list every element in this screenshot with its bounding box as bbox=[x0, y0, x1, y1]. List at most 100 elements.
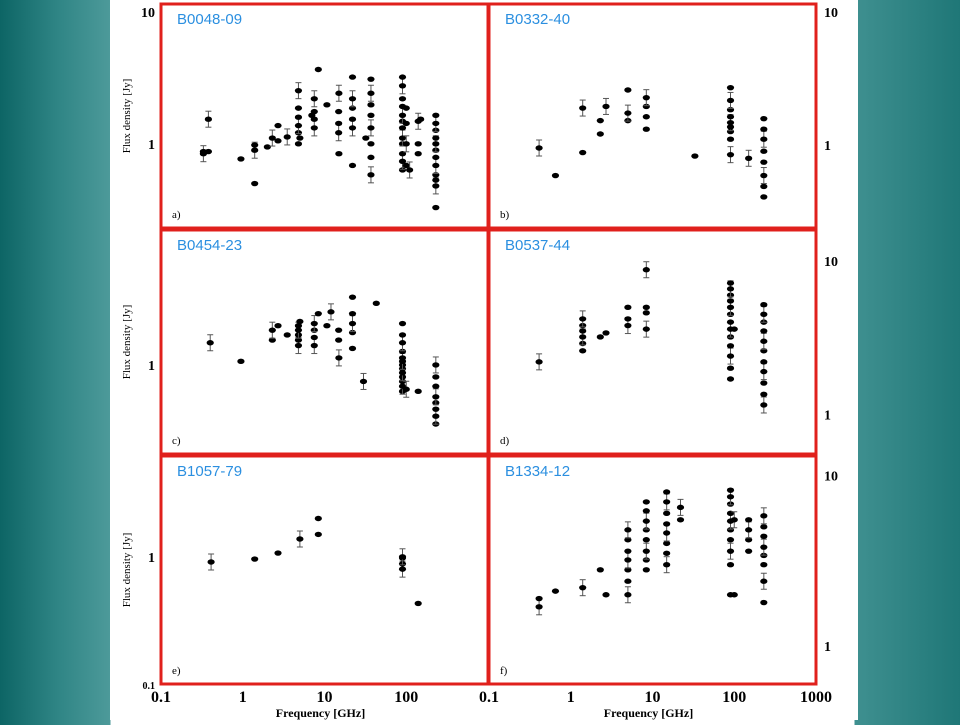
data-point bbox=[398, 566, 407, 572]
panel-title: B0332-40 bbox=[505, 11, 570, 28]
data-point bbox=[268, 337, 276, 343]
data-point bbox=[398, 74, 407, 80]
data-point bbox=[624, 567, 632, 573]
data-point bbox=[432, 162, 440, 169]
data-point bbox=[294, 114, 303, 120]
x-tick-label: 1 bbox=[239, 689, 247, 706]
data-point bbox=[596, 131, 604, 137]
data-point bbox=[372, 300, 380, 307]
data-point bbox=[760, 513, 768, 519]
data-point bbox=[642, 518, 650, 524]
data-point bbox=[642, 267, 650, 273]
data-point bbox=[726, 280, 735, 286]
data-point bbox=[760, 599, 768, 606]
y-tick-label: 1 bbox=[824, 139, 831, 154]
data-point bbox=[359, 378, 368, 385]
data-point bbox=[726, 304, 735, 311]
data-point bbox=[624, 527, 632, 533]
data-point bbox=[663, 561, 671, 568]
data-point bbox=[367, 141, 375, 147]
data-point bbox=[204, 116, 212, 122]
data-point bbox=[335, 130, 343, 136]
data-point bbox=[760, 578, 768, 584]
data-point bbox=[398, 340, 407, 346]
data-point bbox=[199, 148, 207, 155]
data-point bbox=[204, 148, 212, 155]
data-point bbox=[268, 327, 276, 333]
y-tick-label: 0.1 bbox=[143, 681, 156, 692]
panel-frame bbox=[487, 228, 818, 456]
data-point bbox=[398, 96, 407, 102]
data-point bbox=[398, 355, 407, 361]
data-point bbox=[348, 116, 357, 122]
panel-letter: c) bbox=[172, 435, 181, 447]
data-point bbox=[251, 147, 259, 153]
data-point bbox=[726, 136, 735, 142]
data-point bbox=[237, 358, 245, 365]
data-point bbox=[730, 326, 738, 332]
panel-e: B1057-79 e) 1 0.1 Flux density [Jy] bbox=[121, 454, 490, 692]
data-point bbox=[642, 304, 650, 311]
data-point bbox=[726, 124, 735, 130]
data-point bbox=[335, 337, 343, 343]
data-point bbox=[294, 342, 303, 349]
data-point bbox=[398, 167, 407, 173]
data-point bbox=[207, 559, 215, 565]
data-point bbox=[745, 548, 753, 554]
y-tick-label: 1 bbox=[824, 408, 831, 423]
data-point bbox=[726, 286, 735, 292]
data-point bbox=[760, 561, 768, 568]
data-point bbox=[432, 413, 440, 419]
x-tick-label: 1 bbox=[567, 689, 575, 706]
data-point bbox=[310, 108, 318, 115]
data-point bbox=[398, 158, 407, 164]
panel-title: B0537-44 bbox=[505, 237, 570, 254]
data-point bbox=[335, 150, 343, 157]
y-tick-label: 1 bbox=[148, 138, 155, 153]
data-point bbox=[726, 527, 735, 533]
y-tick-label: 1 bbox=[148, 359, 155, 374]
data-point bbox=[602, 592, 610, 598]
data-point bbox=[367, 154, 375, 161]
data-point bbox=[362, 135, 370, 141]
data-point bbox=[726, 84, 735, 91]
data-point bbox=[314, 531, 322, 538]
data-point bbox=[310, 96, 318, 102]
data-point bbox=[414, 600, 422, 607]
data-point bbox=[760, 136, 768, 142]
panel-letter: f) bbox=[500, 665, 508, 677]
data-point bbox=[579, 316, 587, 322]
data-point bbox=[367, 125, 375, 131]
data-point bbox=[274, 138, 282, 144]
data-point bbox=[398, 378, 407, 385]
data-point bbox=[726, 343, 735, 349]
data-point bbox=[579, 149, 587, 156]
x-tick-label: 0.1 bbox=[151, 689, 171, 706]
data-point bbox=[760, 115, 768, 122]
data-point bbox=[323, 323, 331, 329]
data-point bbox=[760, 328, 768, 334]
y-tick-label: 10 bbox=[141, 6, 155, 21]
data-point bbox=[760, 126, 768, 132]
data-point bbox=[310, 334, 318, 341]
data-point bbox=[642, 508, 650, 514]
data-point bbox=[417, 116, 425, 122]
data-point bbox=[367, 172, 375, 178]
data-point bbox=[760, 402, 768, 408]
data-point bbox=[406, 167, 414, 173]
data-point bbox=[726, 487, 735, 493]
data-point bbox=[642, 326, 650, 332]
data-point bbox=[402, 141, 410, 147]
data-point bbox=[327, 309, 335, 315]
data-point bbox=[402, 120, 410, 127]
data-point bbox=[730, 517, 738, 523]
data-point bbox=[596, 567, 604, 573]
data-point bbox=[760, 311, 768, 318]
panel-c: B0454-23 c) 1 Flux density [Jy] bbox=[121, 228, 490, 456]
data-point bbox=[294, 105, 303, 111]
data-point bbox=[624, 537, 632, 543]
data-point bbox=[398, 554, 407, 560]
data-point bbox=[348, 294, 357, 300]
data-point bbox=[642, 537, 650, 543]
panel-title: B0454-23 bbox=[177, 237, 242, 254]
